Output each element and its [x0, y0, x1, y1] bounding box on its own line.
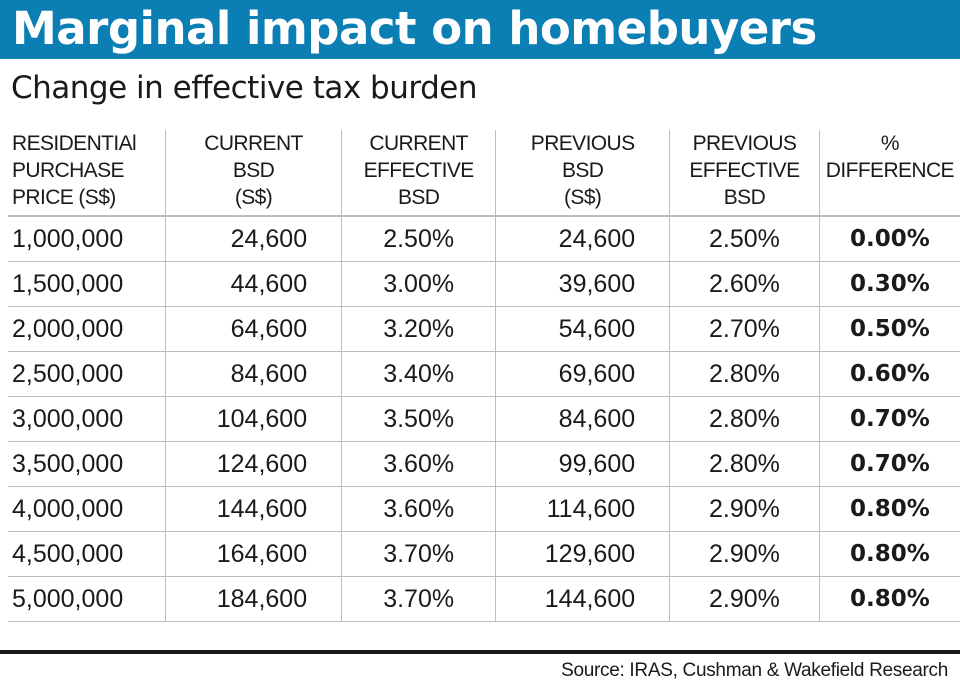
difference-cell: 0.70% — [818, 396, 960, 442]
column-header-line: % — [880, 132, 900, 155]
table-cell: 1,000,000 — [8, 216, 166, 262]
column-header-line: BSD — [397, 186, 440, 209]
table-cell: 129,600 — [495, 531, 670, 577]
table-cell: 3,500,000 — [8, 441, 166, 487]
column-header-line: BSD — [723, 186, 766, 209]
table-cell: 84,600 — [495, 396, 670, 442]
table-row: 1,000,000 24,600 2.50% 24,600 2.50% 0.00% — [8, 216, 960, 262]
column-header-line: EFFECTIVE — [689, 159, 800, 182]
table-cell: 2,000,000 — [8, 306, 166, 352]
column-header-line: PURCHASE — [12, 159, 124, 182]
source-note: Source: IRAS, Cushman & Wakefield Resear… — [561, 660, 948, 681]
table-row: 3,500,000 124,600 3.60% 99,600 2.80% 0.70% — [8, 441, 960, 487]
difference-cell: 0.70% — [818, 441, 960, 487]
table-cell: 64,600 — [164, 306, 342, 352]
table-cell: 24,600 — [164, 216, 342, 262]
table-row: 4,000,000 144,600 3.60% 114,600 2.90% 0.80% — [8, 486, 960, 532]
difference-cell: 0.80% — [818, 531, 960, 577]
table-cell: 3.70% — [341, 531, 496, 577]
table-cell: 2.80% — [669, 351, 820, 397]
table-cell: 3.20% — [341, 306, 496, 352]
difference-cell: 0.80% — [818, 576, 960, 622]
difference-cell: 0.80% — [818, 486, 960, 532]
column-header-line: BSD — [561, 159, 604, 182]
table-cell: 2.90% — [669, 531, 820, 577]
difference-cell: 0.60% — [818, 351, 960, 397]
table-cell: 4,000,000 — [8, 486, 166, 532]
table-cell: 2.90% — [669, 576, 820, 622]
table-row: 3,000,000 104,600 3.50% 84,600 2.80% 0.70% — [8, 396, 960, 442]
column-header-line: (S$) — [234, 186, 273, 209]
column-header: CURRENT BSD (S$) — [164, 130, 342, 217]
bottom-rule — [0, 650, 960, 654]
header-row: RESIDENTIAl PURCHASE PRICE (S$) CURRENT BSD (… — [8, 130, 960, 217]
table-cell: 3.00% — [341, 261, 496, 307]
table-cell: 44,600 — [164, 261, 342, 307]
table-cell: 39,600 — [495, 261, 670, 307]
table-cell: 4,500,000 — [8, 531, 166, 577]
table-cell: 114,600 — [495, 486, 670, 532]
chart-title: Marginal impact on homebuyers — [12, 2, 817, 55]
table-cell: 164,600 — [164, 531, 342, 577]
column-header: % DIFFERENCE — [818, 130, 960, 217]
table-cell: 2.70% — [669, 306, 820, 352]
chart-subtitle: Change in effective tax burden — [11, 70, 477, 106]
table-cell: 144,600 — [495, 576, 670, 622]
table-cell: 124,600 — [164, 441, 342, 487]
table-cell: 2,500,000 — [8, 351, 166, 397]
data-table: RESIDENTIAl PURCHASE PRICE (S$) CURRENT BSD (… — [8, 130, 960, 622]
table-row: 5,000,000 184,600 3.70% 144,600 2.90% 0.80% — [8, 576, 960, 622]
column-header-line: PREVIOUS — [530, 132, 635, 155]
difference-cell: 0.00% — [818, 216, 960, 262]
table-cell: 3.60% — [341, 441, 496, 487]
column-header: CURRENT EFFECTIVE BSD — [341, 130, 496, 217]
table-cell: 2.90% — [669, 486, 820, 532]
table-row: 2,000,000 64,600 3.20% 54,600 2.70% 0.50% — [8, 306, 960, 352]
table-row: 2,500,000 84,600 3.40% 69,600 2.80% 0.60% — [8, 351, 960, 397]
table-cell: 24,600 — [495, 216, 670, 262]
table-cell: 3,000,000 — [8, 396, 166, 442]
table-cell: 3.70% — [341, 576, 496, 622]
column-header: RESIDENTIAl PURCHASE PRICE (S$) — [8, 130, 166, 217]
title-banner: Marginal impact on homebuyers — [0, 0, 960, 59]
column-header-line: CURRENT — [204, 132, 303, 155]
table-cell: 2.50% — [341, 216, 496, 262]
table-cell: 144,600 — [164, 486, 342, 532]
table-cell: 3.60% — [341, 486, 496, 532]
table-cell: 54,600 — [495, 306, 670, 352]
column-header-line: (S$) — [564, 186, 602, 209]
table-cell: 1,500,000 — [8, 261, 166, 307]
column-header-line: PRICE (S$) — [12, 186, 116, 209]
column-header-line: BSD — [232, 159, 275, 182]
table-row: 4,500,000 164,600 3.70% 129,600 2.90% 0.80% — [8, 531, 960, 577]
table-cell: 5,000,000 — [8, 576, 166, 622]
table-cell: 99,600 — [495, 441, 670, 487]
column-header: PREVIOUS EFFECTIVE BSD — [669, 130, 820, 217]
column-header-line: CURRENT — [369, 132, 468, 155]
table-cell: 69,600 — [495, 351, 670, 397]
column-header-line: DIFFERENCE — [825, 159, 955, 182]
table-cell: 84,600 — [164, 351, 342, 397]
table-cell: 3.40% — [341, 351, 496, 397]
table-cell: 184,600 — [164, 576, 342, 622]
column-header-line: PREVIOUS — [692, 132, 797, 155]
column-header-line: RESIDENTIAl — [12, 132, 137, 155]
table-cell: 2.80% — [669, 396, 820, 442]
column-header-line: EFFECTIVE — [363, 159, 475, 182]
difference-cell: 0.30% — [818, 261, 960, 307]
table-cell: 2.50% — [669, 216, 820, 262]
table-cell: 2.60% — [669, 261, 820, 307]
difference-cell: 0.50% — [818, 306, 960, 352]
table-cell: 3.50% — [341, 396, 496, 442]
column-header: PREVIOUS BSD (S$) — [495, 130, 670, 217]
table-cell: 104,600 — [164, 396, 342, 442]
table-row: 1,500,000 44,600 3.00% 39,600 2.60% 0.30% — [8, 261, 960, 307]
table-cell: 2.80% — [669, 441, 820, 487]
